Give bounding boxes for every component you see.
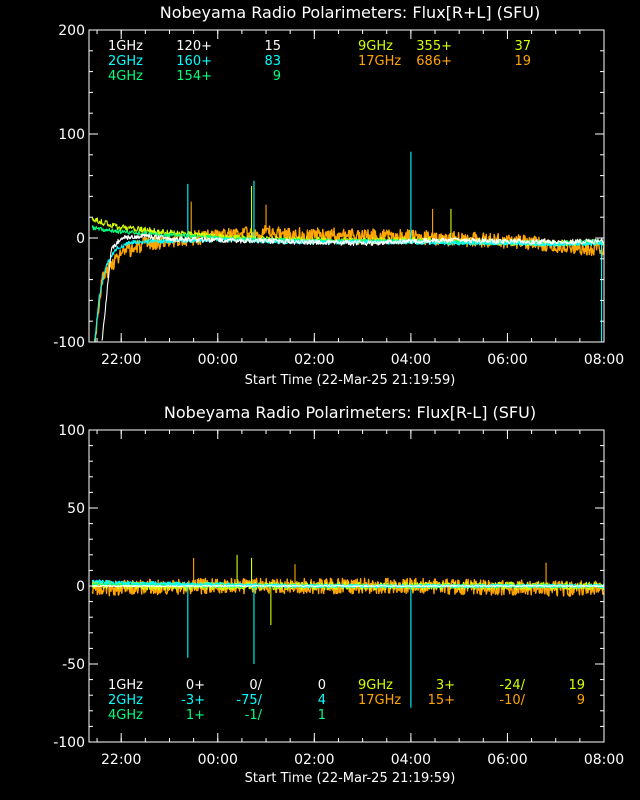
rl-diff-xtick-label: 00:00	[198, 752, 238, 768]
rl-sum-xtick-label: 02:00	[294, 352, 334, 368]
rl-diff-ytick-label: 100	[58, 423, 85, 439]
rl-sum-ytick-label: 100	[58, 127, 85, 143]
rl-diff-ytick-label: -100	[53, 735, 85, 751]
rl-diff-legend-17ghz-value: 9	[577, 693, 585, 708]
rl-sum-ytick-label: -100	[53, 335, 85, 351]
rl-diff-xtick-label: 06:00	[487, 752, 527, 768]
rl-diff-panel: -100 -50 0 50 100 22:00 00:00 02:00 04:00 06:00 08…	[53, 403, 624, 786]
rl-diff-legend-2ghz-ratio: -75/	[236, 693, 262, 708]
rl-sum-legend-2ghz-value: 83	[264, 54, 281, 69]
rl-sum-legend-1ghz-freq: 1GHz	[108, 39, 143, 54]
rl-sum-ytick-label: 0	[76, 231, 85, 247]
rl-diff-series-1ghz	[92, 584, 604, 588]
rl-sum-legend-9ghz-freq: 9GHz	[358, 39, 393, 54]
rl-diff-axis-ticks: -100 -50 0 50 100 22:00 00:00 02:00 04:00 06:00 08…	[53, 423, 624, 768]
rl-diff-legend-9ghz-value: 19	[568, 678, 585, 693]
rl-sum-legend-2ghz-freq: 2GHz	[108, 54, 143, 69]
rl-diff-series-group	[91, 554, 604, 708]
rl-sum-legend-4ghz-value: 9	[273, 69, 281, 84]
rl-diff-legend-9ghz-freq: 9GHz	[358, 678, 393, 693]
rl-diff-legend: 1GHz 0+ 0/0 2GHz -3+ -75/4 4GHz 1+ -1/1 9GHz 3+ -24…	[108, 678, 585, 723]
rl-diff-x-axis-label: Start Time (22-Mar-25 21:19:59)	[245, 771, 456, 786]
rl-diff-legend-17ghz-freq: 17GHz	[358, 693, 401, 708]
rl-sum-legend-1ghz-base: 120+	[176, 39, 212, 54]
rl-diff-ytick-label: -50	[62, 657, 85, 673]
rl-sum-xtick-label: 04:00	[391, 352, 431, 368]
rl-sum-ytick-label: 200	[58, 23, 85, 39]
rl-sum-axis-ticks: -100 0 100 200 22:00 00:00 02:00 04:00 06:00 08:0…	[53, 23, 624, 368]
rl-diff-legend-4ghz-base: 1+	[186, 708, 205, 723]
rl-diff-legend-2ghz-value: 4	[318, 693, 326, 708]
rl-diff-legend-17ghz-ratio: -10/	[499, 693, 525, 708]
rl-sum-legend-17ghz-value: 19	[514, 54, 531, 69]
rl-diff-legend-17ghz-base: 15+	[428, 693, 455, 708]
rl-sum-series-1ghz	[101, 233, 604, 341]
rl-diff-legend-9ghz-ratio: -24/	[499, 678, 525, 693]
rl-sum-x-axis-label: Start Time (22-Mar-25 21:19:59)	[245, 373, 456, 388]
rl-sum-legend-4ghz-freq: 4GHz	[108, 69, 143, 84]
rl-diff-legend-1ghz-ratio: 0/	[249, 678, 262, 693]
rl-sum-xtick-label: 08:00	[584, 352, 624, 368]
rl-sum-series-group	[91, 151, 604, 342]
rl-diff-legend-2ghz-freq: 2GHz	[108, 693, 143, 708]
rl-sum-legend-17ghz-freq: 17GHz	[358, 54, 401, 69]
rl-sum-xtick-label: 22:00	[101, 352, 141, 368]
rl-sum-panel: -100 0 100 200 22:00 00:00 02:00 04:00 06:00 08:0…	[53, 3, 624, 388]
rl-sum-plot-frame	[88, 29, 605, 343]
rl-diff-legend-2ghz-base: -3+	[181, 693, 205, 708]
rl-diff-ytick-label: 50	[67, 501, 85, 517]
rl-diff-legend-9ghz-base: 3+	[436, 678, 455, 693]
rl-sum-chart-title: Nobeyama Radio Polarimeters: Flux[R+L] (…	[160, 3, 540, 22]
rl-diff-chart-title: Nobeyama Radio Polarimeters: Flux[R-L] (…	[164, 403, 536, 422]
rl-diff-series-17ghz	[91, 577, 604, 597]
rl-diff-legend-4ghz-freq: 4GHz	[108, 708, 143, 723]
rl-diff-ytick-label: 0	[76, 579, 85, 595]
rl-diff-xtick-label: 08:00	[584, 752, 624, 768]
rl-diff-xtick-label: 02:00	[294, 752, 334, 768]
rl-diff-legend-4ghz-ratio: -1/	[245, 708, 263, 723]
rl-diff-legend-1ghz-freq: 1GHz	[108, 678, 143, 693]
rl-sum-legend-1ghz-value: 15	[264, 39, 281, 54]
rl-sum-legend-17ghz-base: 686+	[416, 54, 452, 69]
rl-diff-legend-4ghz-value: 1	[318, 708, 326, 723]
rl-diff-legend-1ghz-base: 0+	[186, 678, 205, 693]
rl-sum-legend-9ghz-base: 355+	[416, 39, 452, 54]
rl-sum-legend-4ghz-base: 154+	[176, 69, 212, 84]
rl-sum-legend-2ghz-base: 160+	[176, 54, 212, 69]
rl-diff-xtick-label: 04:00	[391, 752, 431, 768]
rl-sum-xtick-label: 00:00	[198, 352, 238, 368]
rl-diff-legend-1ghz-value: 0	[318, 678, 326, 693]
rl-diff-xtick-label: 22:00	[101, 752, 141, 768]
rl-sum-legend-9ghz-value: 37	[514, 39, 531, 54]
rl-sum-xtick-label: 06:00	[487, 352, 527, 368]
